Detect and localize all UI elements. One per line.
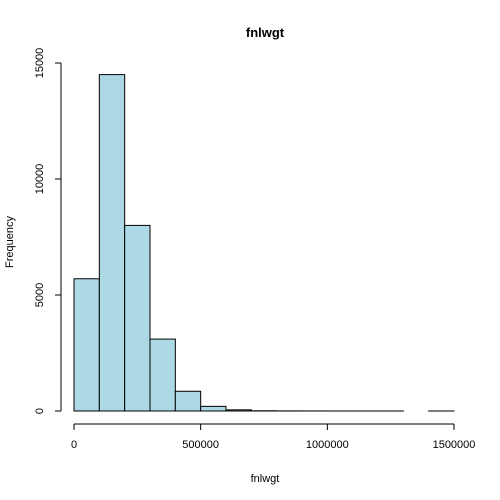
x-tick-label: 1500000 — [433, 439, 476, 451]
x-axis-label: fnlwgt — [251, 473, 280, 485]
histogram-bar — [225, 409, 252, 412]
chart-title: fnlwgt — [246, 25, 285, 40]
bars-group — [73, 74, 455, 412]
histogram-bar — [124, 224, 151, 412]
x-axis: 0 500000 1000000 1500000 — [71, 423, 476, 451]
y-axis: 0 5000 10000 15000 — [34, 48, 62, 414]
y-tick-label: 15000 — [34, 48, 46, 79]
y-tick-label: 10000 — [34, 164, 46, 195]
y-axis-label: Frequency — [4, 216, 16, 268]
x-tick-label: 500000 — [182, 439, 219, 451]
histogram-bar — [174, 390, 202, 412]
histogram-bar — [149, 338, 176, 412]
x-tick-label: 1000000 — [306, 439, 349, 451]
histogram-bar — [73, 278, 100, 412]
y-tick-label: 5000 — [34, 283, 46, 307]
histogram-bar — [200, 405, 227, 412]
histogram-bar — [98, 74, 126, 412]
y-tick-label: 0 — [34, 408, 46, 414]
x-tick-label: 0 — [71, 439, 77, 451]
